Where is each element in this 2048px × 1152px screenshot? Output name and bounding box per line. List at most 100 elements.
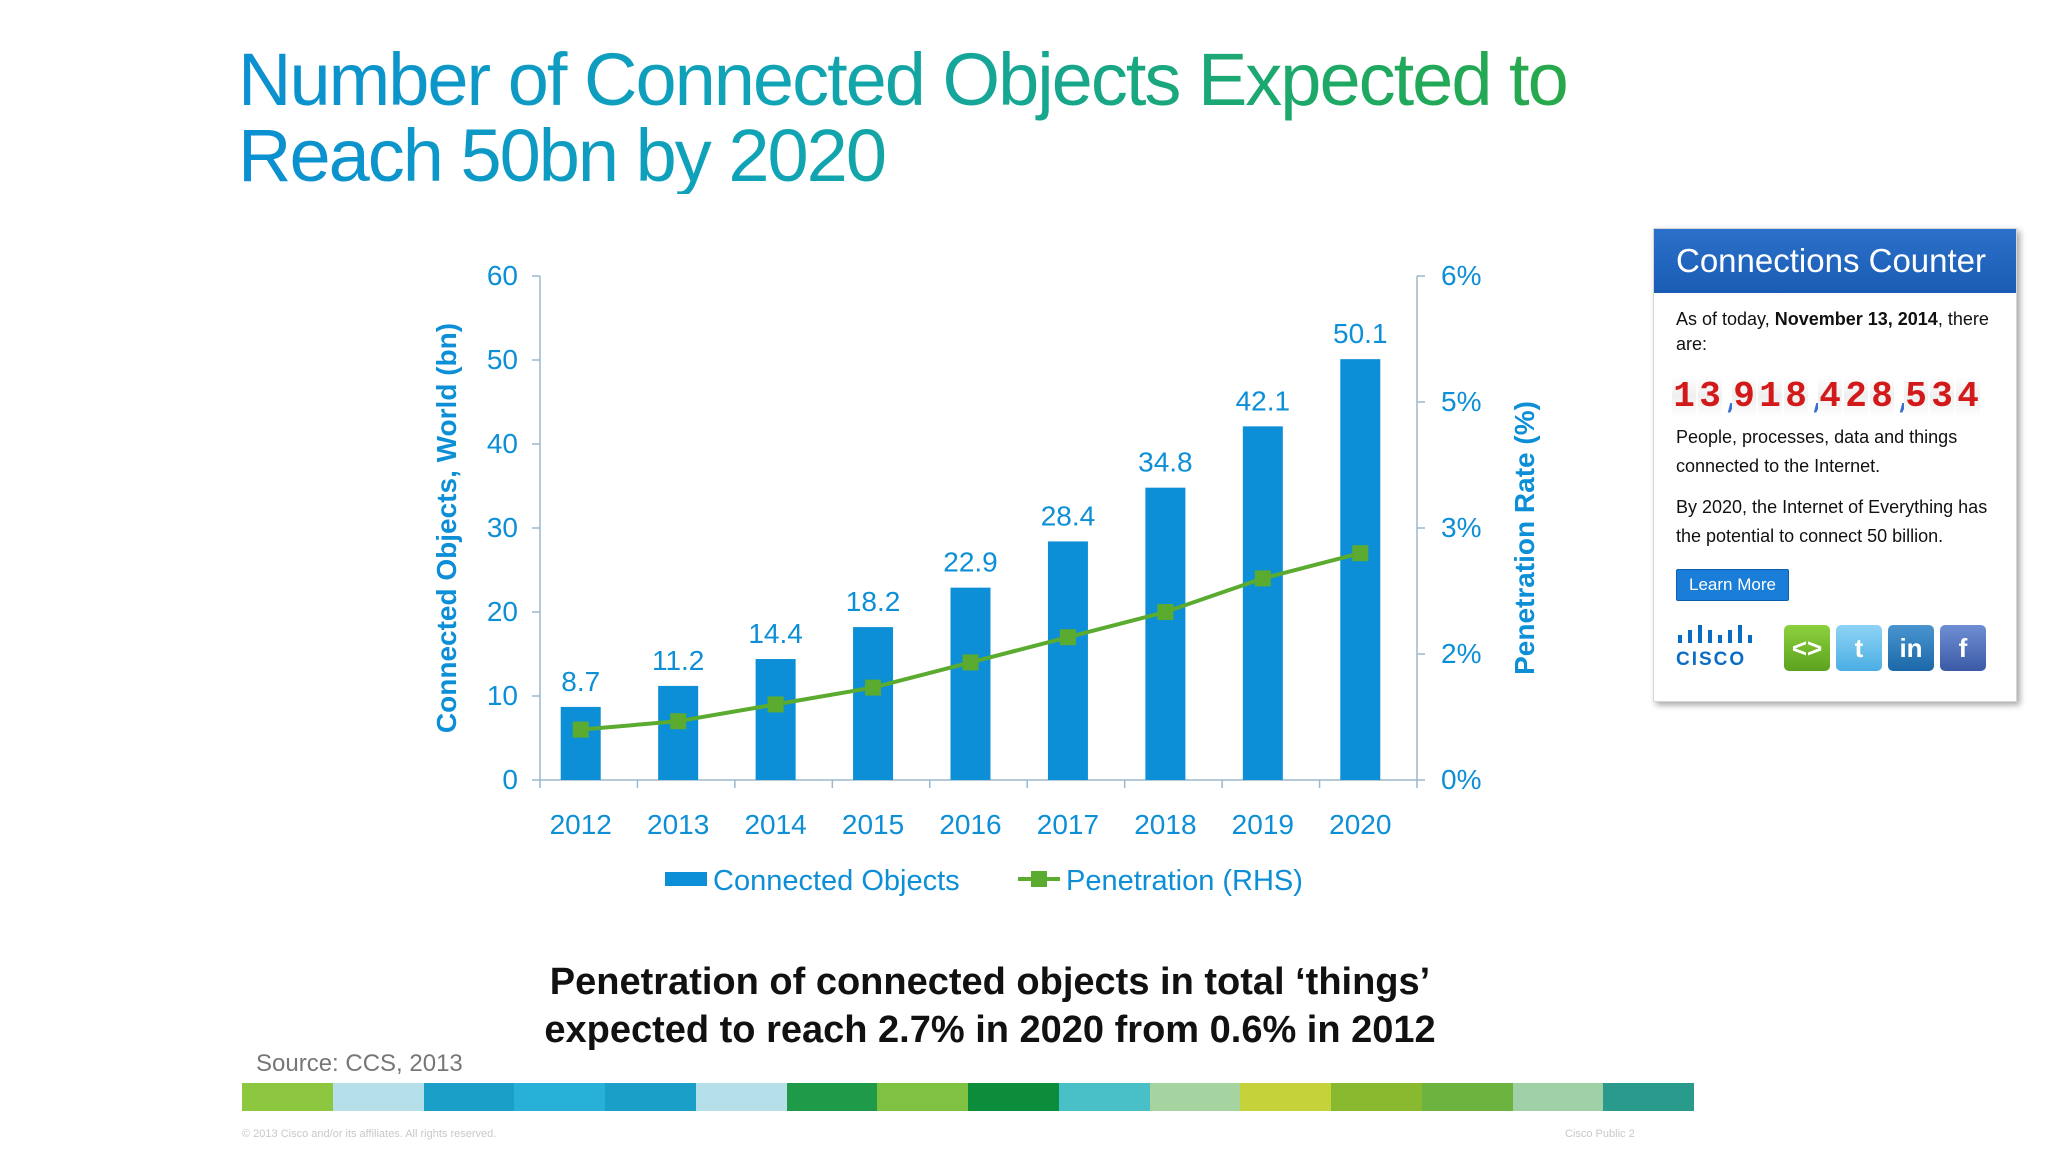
y-right-tick-label: 2%: [1441, 638, 1481, 669]
x-tick-label: 2017: [1037, 809, 1099, 840]
widget-title: Connections Counter: [1654, 229, 2016, 293]
stripe-segment: [242, 1083, 333, 1111]
penetration-marker: [865, 679, 882, 696]
stripe-segment: [1331, 1083, 1422, 1111]
bar-value-label: 8.7: [561, 666, 600, 697]
bar-value-label: 18.2: [846, 586, 901, 617]
penetration-marker: [572, 721, 589, 738]
cisco-wordmark: CISCO: [1676, 649, 1747, 670]
penetration-marker: [1059, 629, 1076, 646]
y-tick-label: 10: [487, 680, 518, 711]
stripe-segment: [786, 1083, 878, 1111]
counter-digit: 2: [1844, 376, 1868, 417]
stripe-segment: [1512, 1083, 1604, 1111]
counter-digit: 1: [1758, 376, 1782, 417]
connections-counter: 13,918,428,534: [1672, 369, 1994, 417]
x-tick-label: 2014: [744, 809, 806, 840]
twitter-icon[interactable]: t: [1836, 625, 1882, 671]
y-right-tick-label: 3%: [1441, 512, 1481, 543]
counter-separator: ,: [1896, 383, 1914, 417]
stripe-segment: [1058, 1083, 1150, 1111]
slide-title-line1: Number of Connected Objects Expected to: [238, 38, 1567, 121]
counter-digit: 4: [1956, 376, 1980, 417]
penetration-marker: [670, 713, 687, 730]
stripe-segment: [1149, 1083, 1241, 1111]
stripe-segment: [332, 1083, 424, 1111]
page-footer: Cisco Public 2: [1565, 1128, 1635, 1140]
y-axis-title: Connected Objects, World (bn): [431, 323, 462, 733]
facebook-icon[interactable]: f: [1940, 625, 1986, 671]
counter-digit: 1: [1672, 376, 1696, 417]
stripe-segment: [968, 1083, 1059, 1111]
legend-swatch-penetration-marker: [1031, 871, 1047, 887]
caption-line1: Penetration of connected objects in tota…: [549, 961, 1431, 1003]
bar-value-label: 50.1: [1333, 318, 1388, 349]
source-note: Source: CCS, 2013: [256, 1050, 463, 1077]
stripe-segment: [1421, 1083, 1513, 1111]
penetration-marker: [1157, 604, 1174, 620]
bar-value-label: 34.8: [1138, 447, 1193, 478]
y-right-tick-label: 6%: [1441, 260, 1481, 291]
penetration-marker: [1254, 570, 1271, 587]
stripe-segment: [1240, 1083, 1331, 1111]
linkedin-icon[interactable]: in: [1888, 625, 1934, 671]
chart-caption: Penetration of connected objects in tota…: [430, 958, 1550, 1054]
connections-counter-widget: Connections Counter As of today, Novembe…: [1653, 228, 2017, 702]
stripe-segment: [514, 1083, 605, 1111]
widget-text-2: By 2020, the Internet of Everything has …: [1676, 497, 1988, 546]
x-tick-label: 2012: [550, 809, 612, 840]
cisco-logo: CISCO: [1676, 625, 1756, 671]
y-tick-label: 30: [487, 512, 518, 543]
embed-icon[interactable]: <>: [1784, 625, 1830, 671]
penetration-marker: [1352, 545, 1369, 562]
y-tick-label: 40: [487, 428, 518, 459]
y-right-tick-label: 0%: [1441, 764, 1481, 795]
intro-date: November 13, 2014: [1774, 309, 1938, 329]
bar-value-label: 14.4: [748, 618, 803, 649]
y-tick-label: 60: [487, 260, 518, 291]
bar: [658, 685, 699, 780]
y-tick-label: 0: [502, 764, 518, 795]
bar: [755, 659, 796, 780]
x-tick-label: 2015: [842, 809, 904, 840]
penetration-marker: [767, 696, 784, 713]
stripe-segment: [605, 1083, 696, 1111]
stripe-segment: [423, 1083, 515, 1111]
counter-digit: 3: [1698, 376, 1722, 417]
penetration-marker: [962, 654, 979, 671]
bar-value-label: 28.4: [1041, 500, 1096, 531]
stripe-segment: [877, 1083, 968, 1111]
legend-label-penetration: Penetration (RHS): [1066, 865, 1303, 897]
counter-separator: ,: [1810, 383, 1828, 417]
stripe-segment: [1603, 1083, 1694, 1111]
counter-digit: 9: [1732, 376, 1756, 417]
y-tick-label: 20: [487, 596, 518, 627]
legend-label-connected-objects: Connected Objects: [713, 865, 960, 897]
y-tick-label: 50: [487, 344, 518, 375]
bar-value-label: 11.2: [652, 645, 704, 676]
learn-more-button[interactable]: Learn More: [1676, 569, 1789, 601]
y-right-axis-title: Penetration Rate (%): [1509, 401, 1540, 675]
counter-separator: ,: [1724, 383, 1742, 417]
widget-text-1: People, processes, data and things conne…: [1676, 427, 1958, 476]
counter-digit: 3: [1930, 376, 1954, 417]
color-stripe: [242, 1083, 1694, 1111]
x-tick-label: 2013: [647, 809, 709, 840]
counter-digit: 8: [1870, 376, 1894, 417]
x-tick-label: 2020: [1329, 809, 1391, 840]
slide-title-line2: Reach 50bn by 2020: [238, 114, 885, 197]
bar: [560, 706, 601, 780]
y-right-tick-label: 5%: [1441, 386, 1481, 417]
x-tick-label: 2018: [1134, 809, 1196, 840]
bar: [950, 587, 991, 780]
intro-prefix: As of today,: [1676, 309, 1775, 329]
social-links: <> t in f: [1778, 625, 1986, 671]
connected-objects-chart: 0 10 20 30 40 50 60 0% 2% 3% 5% 6% 2012 2013 2014 2015 2…: [431, 260, 1540, 897]
stripe-segment: [695, 1083, 787, 1111]
bar: [1145, 487, 1186, 780]
counter-digit: 4: [1818, 376, 1842, 417]
bar: [1340, 359, 1381, 780]
x-tick-label: 2019: [1232, 809, 1294, 840]
copyright-footer: © 2013 Cisco and/or its affiliates. All …: [242, 1128, 497, 1140]
caption-line2: expected to reach 2.7% in 2020 from 0.6%…: [544, 1009, 1436, 1051]
